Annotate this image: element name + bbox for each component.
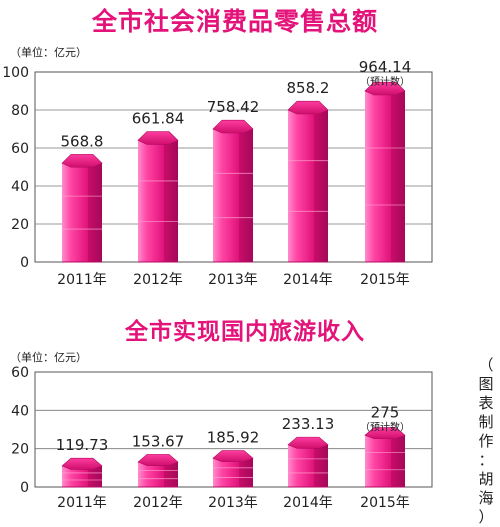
bar-side-face (88, 465, 102, 487)
bar (212, 450, 254, 488)
bar-top-cap (137, 454, 179, 466)
y-tick-label: 60 (11, 365, 29, 381)
credit-char: 制 (478, 413, 494, 431)
bar (364, 81, 406, 263)
bar-top-cap (212, 119, 254, 134)
bar-side-face (239, 458, 253, 487)
bar-top-cap (137, 131, 179, 145)
bar-value-label: 568.8 (61, 132, 104, 150)
bar-value-label: 964.14 (359, 58, 412, 76)
y-tick-label: 100 (2, 65, 29, 81)
bar-value-label: 275 (371, 404, 400, 422)
bar (61, 154, 103, 263)
bar-value-label: 233.13 (282, 415, 335, 433)
bar-side-face (88, 163, 102, 262)
bar-annotation: （预计数） (360, 75, 410, 88)
x-tick-label: 2014年 (283, 272, 333, 288)
x-tick-label: 2011年 (57, 272, 107, 288)
credit-char: 作 (478, 432, 494, 450)
credit-char: 胡 (478, 470, 494, 488)
charts-canvas: 0 20 40 60 80 100 568.8 2011年 661.84 2012年 758.42 2… (2, 58, 433, 511)
bar-front-face (138, 462, 164, 487)
y-tick-label: 40 (11, 403, 29, 419)
bar-front-face (365, 435, 391, 487)
x-tick-label: 2012年 (133, 272, 183, 288)
bar-top-cap (364, 427, 406, 440)
y-tick-label: 20 (11, 442, 29, 458)
bar-side-face (164, 140, 178, 262)
bar-top-cap (61, 457, 103, 470)
bar (287, 436, 329, 488)
y-tick-label: 0 (20, 480, 29, 496)
bar-front-face (62, 163, 88, 262)
bar-front-face (288, 444, 314, 487)
bar-top-cap (212, 450, 254, 463)
bar-side-face (314, 110, 328, 262)
credit-char: 图 (478, 375, 494, 393)
bar-annotation: （预计数） (360, 421, 410, 434)
bar-value-label: 119.73 (56, 436, 109, 454)
credit-char: 表 (478, 394, 494, 412)
bar-side-face (391, 435, 405, 487)
bar-front-face (365, 91, 391, 262)
x-tick-label: 2013年 (208, 495, 258, 511)
bar-value-label: 153.67 (132, 432, 185, 450)
bar-top-cap (364, 81, 406, 96)
bar-side-face (314, 444, 328, 487)
y-tick-label: 80 (11, 103, 29, 119)
y-tick-label: 0 (20, 255, 29, 271)
bar-front-face (213, 458, 239, 487)
bar-front-face (288, 110, 314, 262)
bar-front-face (213, 129, 239, 262)
bar (137, 131, 179, 263)
credit-char: （ (478, 356, 494, 374)
bar-front-face (62, 465, 88, 487)
bar-value-label: 185.92 (207, 429, 260, 447)
credit-char: 海 (478, 489, 494, 507)
bar-top-cap (287, 100, 329, 115)
bar (212, 119, 254, 263)
bar-value-label: 661.84 (132, 110, 185, 128)
bar-front-face (138, 140, 164, 262)
y-tick-label: 20 (11, 217, 29, 233)
bar-side-face (239, 129, 253, 262)
y-tick-label: 60 (11, 141, 29, 157)
bar-top-cap (61, 154, 103, 168)
chart-1-unit-label: （单位：亿元） (10, 46, 87, 59)
x-tick-label: 2012年 (133, 495, 183, 511)
x-tick-label: 2013年 (208, 272, 258, 288)
chart-2-title: 全市实现国内旅游收入 (125, 319, 365, 345)
bar-side-face (391, 91, 405, 262)
bar-value-label: 858.2 (287, 79, 330, 97)
x-tick-label: 2015年 (360, 495, 410, 511)
bar-value-label: 758.42 (207, 98, 260, 116)
chart-1-title: 全市社会消费品零售总额 (91, 7, 378, 36)
x-tick-label: 2015年 (360, 272, 410, 288)
x-tick-label: 2011年 (57, 495, 107, 511)
bar-side-face (164, 462, 178, 487)
credit-char: ： (478, 451, 494, 469)
chart-2-unit-label: （单位：亿元） (10, 351, 87, 364)
bar (137, 454, 179, 488)
y-tick-label: 40 (11, 179, 29, 195)
x-tick-label: 2014年 (283, 495, 333, 511)
bar (61, 457, 103, 488)
bar (287, 100, 329, 263)
bar (364, 427, 406, 488)
bar-top-cap (287, 436, 329, 449)
